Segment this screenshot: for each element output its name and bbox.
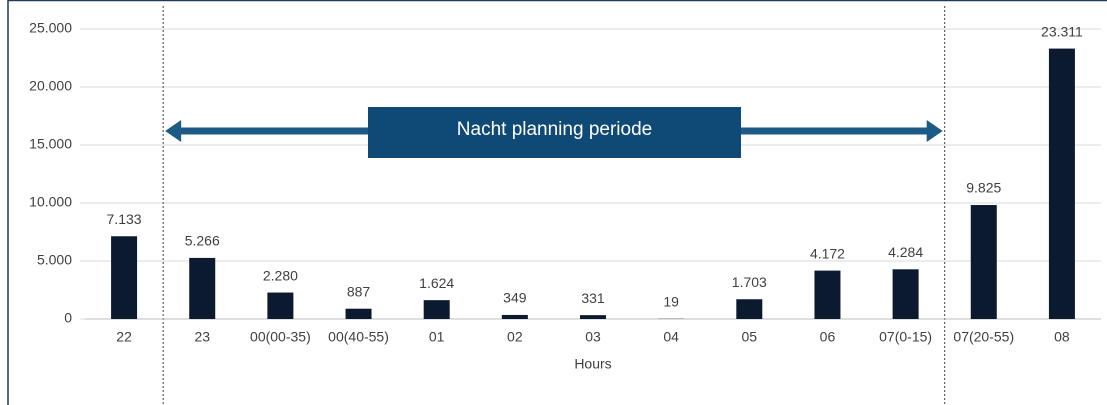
value-label: 331 xyxy=(581,290,605,306)
period-arrow-head xyxy=(926,120,943,142)
x-tick-label: 00(00-35) xyxy=(250,329,311,345)
value-label: 2.280 xyxy=(263,267,298,283)
y-tick-label: 10.000 xyxy=(29,194,72,210)
value-label: 1.703 xyxy=(732,274,767,290)
value-label: 1.624 xyxy=(419,275,454,291)
x-axis-label: Hours xyxy=(574,356,611,372)
bar xyxy=(580,315,606,319)
annotation-box xyxy=(368,107,741,158)
value-label: 5.266 xyxy=(185,233,220,249)
bar xyxy=(267,292,294,319)
y-tick-label: 20.000 xyxy=(29,78,72,94)
x-tick-label: 00(40-55) xyxy=(328,329,389,345)
x-tick-label: 23 xyxy=(194,329,210,345)
value-label: 887 xyxy=(347,283,371,299)
bar xyxy=(1048,48,1075,319)
x-tick-label: 22 xyxy=(116,329,132,345)
value-label: 4.284 xyxy=(888,244,923,260)
x-tick-label: 06 xyxy=(820,329,836,345)
bar xyxy=(970,205,997,319)
x-tick-label: 07(20-55) xyxy=(953,329,1014,345)
value-label: 23.311 xyxy=(1041,23,1083,39)
y-tick-label: 0 xyxy=(64,310,72,326)
y-tick-label: 25.000 xyxy=(29,20,72,36)
y-tick-label: 5.000 xyxy=(37,252,72,268)
bar xyxy=(736,299,763,319)
value-label: 7.133 xyxy=(107,211,142,227)
bar xyxy=(501,314,528,319)
bar xyxy=(345,308,372,319)
x-tick-label: 01 xyxy=(429,329,445,345)
bar xyxy=(189,257,216,319)
bar xyxy=(423,300,450,319)
value-label: 4.172 xyxy=(810,245,845,261)
bar xyxy=(111,236,138,319)
x-tick-label: 07(0-15) xyxy=(879,329,932,345)
value-label: 349 xyxy=(503,290,527,306)
annotation: Nacht planning periode xyxy=(457,119,652,140)
value-label: 19 xyxy=(663,293,679,309)
x-tick-label: 05 xyxy=(742,329,758,345)
y-tick-label: 15.000 xyxy=(29,136,72,152)
period-arrow-head xyxy=(165,120,182,142)
value-label: 9.825 xyxy=(966,180,1001,196)
x-tick-label: 08 xyxy=(1054,329,1070,345)
bar xyxy=(892,269,919,319)
x-tick-label: 02 xyxy=(507,329,523,345)
bar xyxy=(814,270,841,319)
x-tick-label: 03 xyxy=(585,329,601,345)
x-tick-label: 04 xyxy=(663,329,679,345)
